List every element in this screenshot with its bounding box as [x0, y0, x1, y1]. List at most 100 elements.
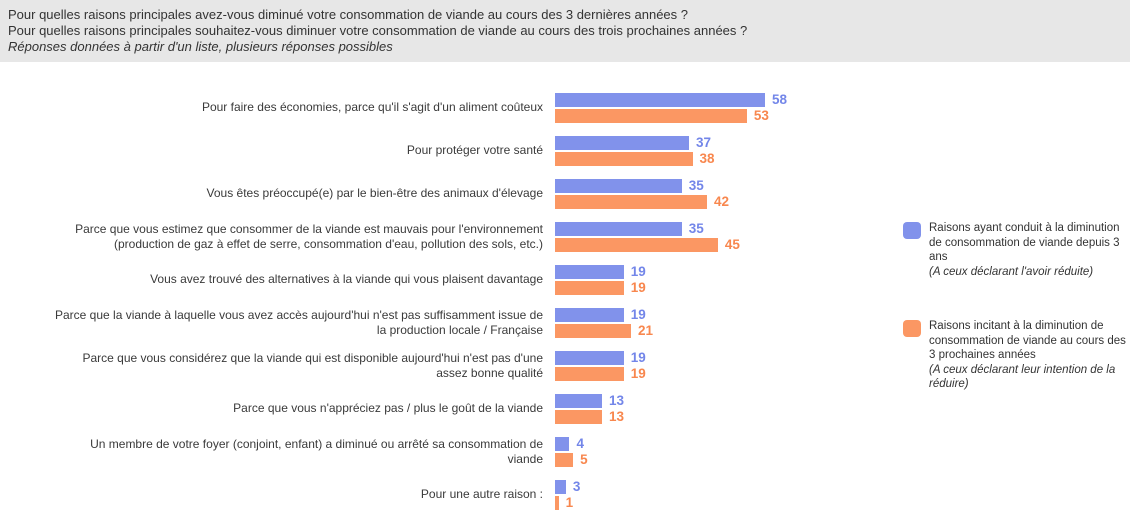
value-label-future: 38 — [699, 151, 715, 166]
bar-past — [555, 92, 765, 107]
bar-line-past: 13 — [555, 393, 625, 408]
bar-line-future: 1 — [555, 495, 580, 510]
bar-future — [555, 323, 632, 338]
category-label: Parce que vous considérez que la viande … — [82, 350, 543, 380]
value-label-past: 3 — [572, 479, 581, 494]
chart-row: Parce que vous considérez que la viande … — [0, 344, 900, 387]
legend-entry-past: Raisons ayant conduit à la diminution de… — [903, 221, 1129, 279]
category-label: Parce que vous estimez que consommer de … — [75, 221, 543, 251]
bar-group: 35 45 — [555, 221, 740, 252]
value-label-past: 19 — [630, 350, 646, 365]
bar-past — [555, 479, 566, 494]
category-label: Vous avez trouvé des alternatives à la v… — [150, 272, 543, 286]
bar-group: 19 19 — [555, 264, 646, 295]
bar-line-past: 19 — [555, 350, 646, 365]
value-label-past: 35 — [688, 221, 704, 236]
bar-future — [555, 151, 693, 166]
category-label: Vous êtes préoccupé(e) par le bien-être … — [206, 186, 544, 200]
chart-row: Un membre de votre foyer (conjoint, enfa… — [0, 430, 900, 473]
category-label: Parce que vous n'appréciez pas / plus le… — [233, 401, 543, 415]
bar-line-past: 58 — [555, 92, 787, 107]
value-label-future: 1 — [565, 495, 574, 510]
bar-past — [555, 350, 624, 365]
legend-note-past: (A ceux déclarant l'avoir réduite) — [929, 265, 1094, 278]
legend-swatch-future-icon — [903, 320, 921, 337]
category-label: Un membre de votre foyer (conjoint, enfa… — [90, 436, 543, 466]
legend-label-past: Raisons ayant conduit à la diminution de… — [929, 222, 1120, 263]
category-label: Pour une autre raison : — [420, 487, 543, 501]
value-label-past: 19 — [630, 264, 646, 279]
bar-future — [555, 108, 747, 123]
bar-line-future: 19 — [555, 366, 646, 381]
bar-line-future: 42 — [555, 194, 730, 209]
bar-future — [555, 495, 559, 510]
legend-label-future: Raisons incitant à la diminution de cons… — [929, 320, 1126, 361]
bar-line-past: 35 — [555, 178, 729, 193]
legend-swatch-past-icon — [903, 222, 921, 239]
bar-line-future: 21 — [555, 323, 654, 338]
bar-line-future: 38 — [555, 151, 715, 166]
bar-line-future: 53 — [555, 108, 787, 123]
bar-line-past: 19 — [555, 264, 646, 279]
bar-line-past: 3 — [555, 479, 581, 494]
bar-line-past: 37 — [555, 135, 715, 150]
bar-group: 58 53 — [555, 92, 787, 123]
chart-row: Parce que vous estimez que consommer de … — [0, 215, 900, 258]
value-label-future: 53 — [753, 108, 769, 123]
value-label-future: 19 — [630, 366, 646, 381]
bar-group: 19 21 — [555, 307, 654, 338]
bar-future — [555, 366, 624, 381]
bar-future — [555, 280, 624, 295]
bar-line-past: 4 — [555, 436, 588, 451]
value-label-past: 37 — [695, 135, 711, 150]
question-line-1: Pour quelles raisons principales avez-vo… — [8, 7, 688, 22]
chart-row: Vous avez trouvé des alternatives à la v… — [0, 258, 900, 301]
question-note: Réponses données à partir d'un liste, pl… — [8, 39, 393, 54]
bar-line-future: 45 — [555, 237, 740, 252]
chart-row: Parce que la viande à laquelle vous avez… — [0, 301, 900, 344]
bar-future — [555, 452, 574, 467]
bar-group: 35 42 — [555, 178, 730, 209]
chart-legend: Raisons ayant conduit à la diminution de… — [903, 221, 1129, 392]
value-label-past: 13 — [609, 393, 625, 408]
chart-row: Parce que vous n'appréciez pas / plus le… — [0, 387, 900, 430]
legend-text-past: Raisons ayant conduit à la diminution de… — [929, 221, 1129, 279]
bar-line-future: 5 — [555, 452, 588, 467]
value-label-past: 4 — [576, 436, 584, 451]
bar-chart: Pour faire des économies, parce qu'il s'… — [0, 86, 900, 516]
bar-line-past: 35 — [555, 221, 740, 236]
category-label: Parce que la viande à laquelle vous avez… — [55, 307, 543, 337]
question-header: Pour quelles raisons principales avez-vo… — [0, 0, 1130, 62]
value-label-past: 58 — [771, 92, 787, 107]
bar-line-future: 13 — [555, 409, 624, 424]
value-label-past: 19 — [630, 307, 646, 322]
value-label-past: 35 — [688, 178, 704, 193]
chart-row: Pour protéger votre santé 37 38 — [0, 129, 900, 172]
bar-group: 37 38 — [555, 135, 715, 166]
value-label-future: 21 — [638, 323, 654, 338]
bar-line-past: 19 — [555, 307, 653, 322]
value-label-future: 5 — [580, 452, 588, 467]
legend-text-future: Raisons incitant à la diminution de cons… — [929, 319, 1129, 392]
value-label-future: 42 — [714, 194, 730, 209]
bar-group: 13 13 — [555, 393, 625, 424]
value-label-future: 19 — [630, 280, 646, 295]
bar-line-future: 19 — [555, 280, 646, 295]
bar-past — [555, 264, 624, 279]
bar-past — [555, 178, 682, 193]
question-line-2: Pour quelles raisons principales souhait… — [8, 23, 748, 38]
bar-future — [555, 409, 603, 424]
legend-note-future: (A ceux déclarant leur intention de la r… — [929, 363, 1116, 391]
bar-past — [555, 307, 624, 322]
chart-row: Pour faire des économies, parce qu'il s'… — [0, 86, 900, 129]
bar-past — [555, 436, 570, 451]
legend-entry-future: Raisons incitant à la diminution de cons… — [903, 319, 1129, 392]
bar-past — [555, 221, 682, 236]
bar-past — [555, 135, 689, 150]
chart-row: Vous êtes préoccupé(e) par le bien-être … — [0, 172, 900, 215]
bar-past — [555, 393, 603, 408]
